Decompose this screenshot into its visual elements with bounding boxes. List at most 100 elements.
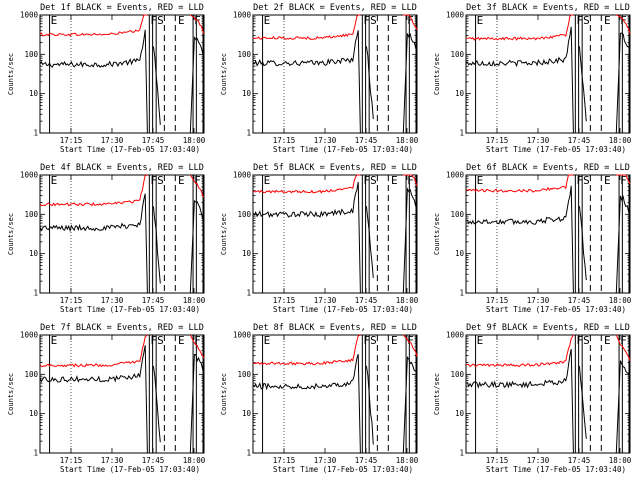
y-tick-label: 1000 <box>233 11 252 20</box>
x-tick-label: 17:30 <box>101 296 124 305</box>
panel-title: Det 7f BLACK = Events, RED = LLD <box>40 323 204 333</box>
y-axis-label: Counts/sec <box>220 373 228 415</box>
x-axis-label: Start Time (17-Feb-05 17:03:40) <box>60 465 200 474</box>
x-tick-label: 17:30 <box>101 136 124 145</box>
marker-label: F <box>194 174 201 187</box>
marker-label: S <box>370 334 377 347</box>
marker-label: F <box>150 14 157 27</box>
events-series-line <box>39 345 148 454</box>
y-tick-label: 10 <box>29 409 39 418</box>
x-axis-label: Start Time (17-Feb-05 17:03:40) <box>486 465 626 474</box>
events-series-line <box>152 366 161 443</box>
plot-frame <box>465 14 631 134</box>
x-tick-label: 18:00 <box>396 136 419 145</box>
events-series-line <box>402 355 418 454</box>
y-tick-label: 10 <box>242 249 252 258</box>
events-series-line <box>578 206 587 281</box>
lld-series-line <box>403 174 418 187</box>
x-tick-label: 17:15 <box>60 136 83 145</box>
lld-series-line <box>402 334 418 357</box>
marker-label: E <box>178 174 185 187</box>
panel-title: Det 9f BLACK = Events, RED = LLD <box>466 323 630 333</box>
marker-label: S <box>157 334 164 347</box>
marker-label: E <box>391 14 398 27</box>
lld-series-line <box>403 14 418 31</box>
y-tick-label: 1 <box>459 449 464 458</box>
x-tick-label: 18:00 <box>609 136 632 145</box>
x-tick-label: 18:00 <box>609 456 632 465</box>
marker-label: S <box>583 14 590 27</box>
events-series-line <box>578 366 587 439</box>
x-tick-label: 17:30 <box>527 136 550 145</box>
y-tick-label: 1000 <box>233 171 252 180</box>
y-tick-label: 10 <box>455 249 465 258</box>
events-series-line <box>39 193 148 294</box>
x-tick-label: 17:30 <box>314 296 337 305</box>
detector-panel: Det 6f BLACK = Events, RED = LLD 1 10 100 10… <box>433 163 632 314</box>
marker-label: E <box>391 334 398 347</box>
x-tick-label: 18:00 <box>183 456 206 465</box>
y-tick-label: 10 <box>29 249 39 258</box>
x-tick-label: 17:15 <box>273 136 296 145</box>
events-series-line <box>578 46 587 122</box>
marker-label: E <box>51 14 58 27</box>
y-tick-label: 1 <box>33 289 38 298</box>
panel-title: Det 5f BLACK = Events, RED = LLD <box>253 163 417 173</box>
detector-panel: Det 9f BLACK = Events, RED = LLD 1 10 100 10… <box>433 323 632 474</box>
x-tick-label: 17:45 <box>142 296 165 305</box>
events-series-line <box>252 354 361 454</box>
plot-frame <box>465 334 631 454</box>
panel-title: Det 6f BLACK = Events, RED = LLD <box>466 163 630 173</box>
panel-title: Det 1f BLACK = Events, RED = LLD <box>40 3 204 13</box>
x-tick-label: 17:30 <box>101 456 124 465</box>
plot-frame <box>39 14 205 134</box>
lld-series-line <box>465 334 574 368</box>
lld-series-line <box>616 14 631 34</box>
x-tick-label: 17:45 <box>355 136 378 145</box>
y-tick-label: 10 <box>455 89 465 98</box>
x-tick-label: 17:30 <box>314 456 337 465</box>
lld-series-line <box>466 14 574 41</box>
x-tick-label: 18:00 <box>183 136 206 145</box>
detector-panel: Det 7f BLACK = Events, RED = LLD 1 10 100 10… <box>7 323 206 474</box>
events-series-line <box>365 206 374 278</box>
marker-label: E <box>477 14 484 27</box>
events-series-line <box>252 181 361 294</box>
events-series-line <box>365 46 374 120</box>
lld-series-line <box>252 14 361 40</box>
marker-label: F <box>194 334 201 347</box>
y-tick-label: 1 <box>459 289 464 298</box>
marker-label: E <box>604 14 611 27</box>
y-tick-label: 100 <box>237 210 251 219</box>
lld-series-line <box>616 174 631 185</box>
marker-label: F <box>576 14 583 27</box>
x-tick-label: 17:45 <box>355 456 378 465</box>
detector-panel: Det 8f BLACK = Events, RED = LLD 1 10 100 10… <box>220 323 419 474</box>
marker-label: F <box>576 174 583 187</box>
x-tick-label: 17:15 <box>273 456 296 465</box>
x-tick-label: 17:30 <box>527 296 550 305</box>
y-tick-label: 1000 <box>20 11 39 20</box>
plot-frame <box>39 334 205 454</box>
events-series-line <box>39 29 148 134</box>
marker-label: F <box>576 334 583 347</box>
marker-label: E <box>604 174 611 187</box>
y-axis-label: Counts/sec <box>433 373 441 415</box>
marker-label: S <box>370 174 377 187</box>
lld-series-line <box>190 14 205 35</box>
x-tick-label: 17:45 <box>355 296 378 305</box>
y-tick-label: 1000 <box>446 331 465 340</box>
marker-label: E <box>264 174 271 187</box>
events-series-line <box>615 194 631 294</box>
x-axis-label: Start Time (17-Feb-05 17:03:40) <box>273 305 413 314</box>
marker-label: F <box>620 334 627 347</box>
events-series-line <box>465 348 574 454</box>
panel-title: Det 2f BLACK = Events, RED = LLD <box>253 3 417 13</box>
plot-frame <box>39 174 205 294</box>
marker-label: F <box>363 174 370 187</box>
y-tick-label: 100 <box>450 370 464 379</box>
panel-title: Det 4f BLACK = Events, RED = LLD <box>40 163 204 173</box>
y-tick-label: 100 <box>237 370 251 379</box>
plot-frame <box>252 334 418 454</box>
x-tick-label: 17:15 <box>486 296 509 305</box>
